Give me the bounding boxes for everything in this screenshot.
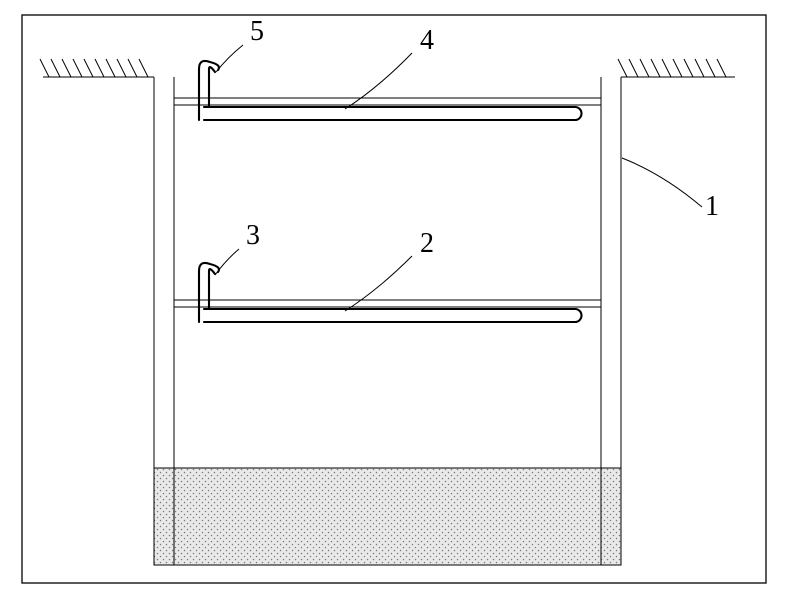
ground-hatch [662,59,671,77]
ground-hatch [95,59,104,77]
ground-hatch [139,59,148,77]
label-L5: 5 [250,16,264,47]
label-L2: 2 [420,228,434,259]
leader-L2 [345,256,412,311]
ground-hatch [106,59,115,77]
ground-hatch [84,59,93,77]
label-L4: 4 [420,25,434,56]
support-lower-pipe [204,309,582,322]
ground-hatch [640,59,649,77]
sediment-fill [154,468,621,565]
label-L3: 3 [246,220,260,251]
ground-hatch [673,59,682,77]
ground-hatch [706,59,715,77]
ground-hatch [128,59,137,77]
leader-L4 [345,53,412,109]
ground-hatch [62,59,71,77]
ground-hatch [695,59,704,77]
label-L1: 1 [705,191,719,222]
ground-hatch [684,59,693,77]
ground-hatch [40,59,49,77]
leader-L1 [622,158,702,207]
support-upper-pipe [204,107,582,120]
ground-hatch [618,59,627,77]
ground-hatch [117,59,126,77]
ground-hatch [73,59,82,77]
ground-hatch [717,59,726,77]
ground-hatch [51,59,60,77]
ground-hatch [651,59,660,77]
ground-hatch [629,59,638,77]
